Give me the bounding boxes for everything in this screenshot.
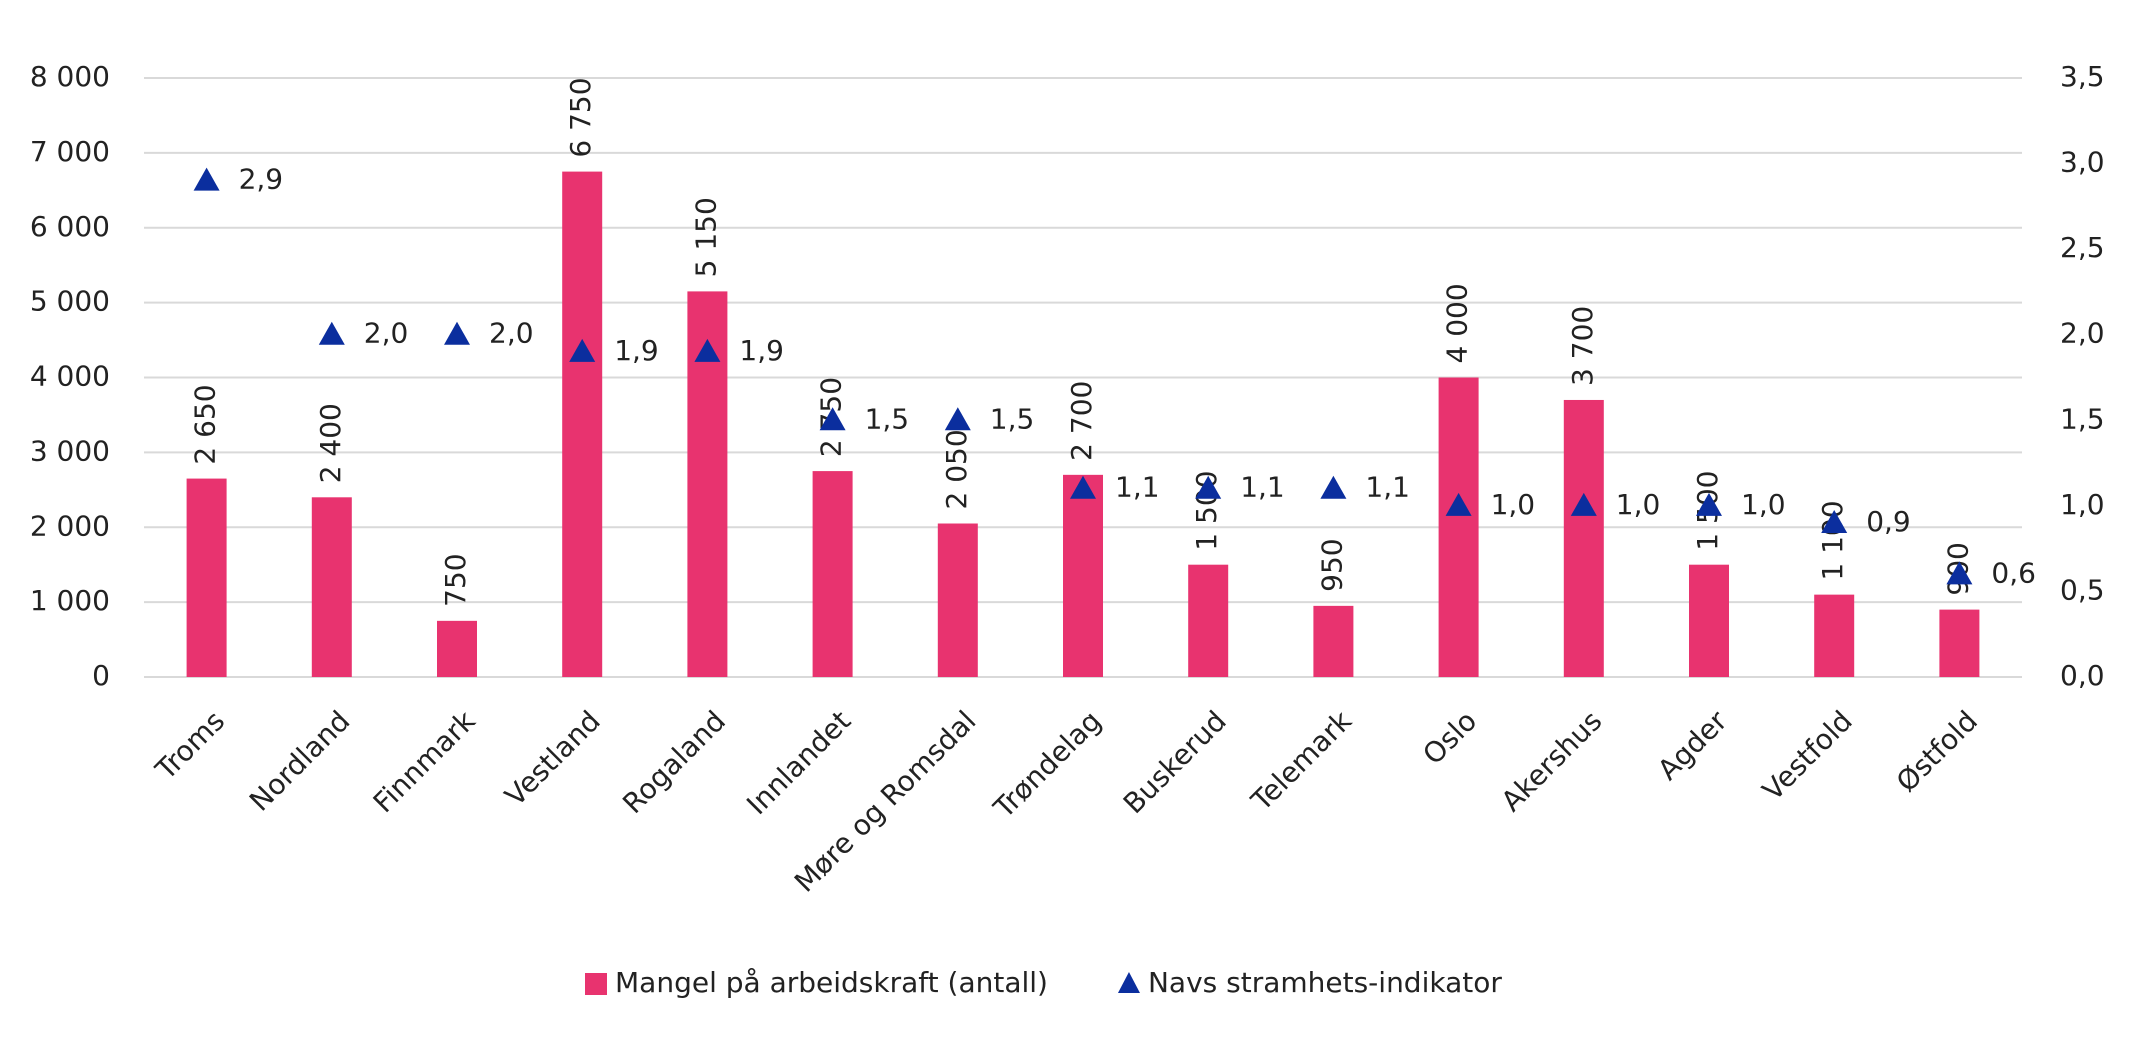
- bar-value-label: 2 650: [189, 384, 222, 464]
- triangle-marker: [444, 321, 470, 345]
- marker-value-label: 1,0: [1616, 488, 1661, 521]
- y-tick-label: 3 000: [30, 434, 110, 467]
- y-tick-label: 2 000: [30, 509, 110, 542]
- x-tick-label: Innlandet: [740, 704, 857, 821]
- bar: [186, 478, 227, 677]
- y2-tick-label: 3,0: [2060, 146, 2105, 179]
- bar: [562, 171, 603, 677]
- bar: [1188, 564, 1229, 677]
- triangle-marker: [318, 321, 345, 345]
- triangle-marker: [1946, 561, 1973, 585]
- marker-value-label: 2,0: [364, 317, 409, 350]
- triangle-marker: [193, 167, 220, 191]
- marker-value-label: 1,1: [1365, 471, 1410, 504]
- bar-value-label: 2 700: [1065, 381, 1098, 461]
- marker-value-label: 0,9: [1866, 505, 1911, 538]
- x-tick-label: Buskerud: [1117, 704, 1233, 820]
- y2-tick-label: 2,5: [2060, 231, 2105, 264]
- marker-value-label: 1,1: [1115, 471, 1160, 504]
- marker-value-label: 2,9: [239, 163, 284, 196]
- triangle-marker: [1570, 492, 1597, 516]
- y-tick-label: 7 000: [30, 135, 110, 168]
- triangle-marker: [569, 338, 596, 362]
- bar-value-label: 2 050: [940, 429, 973, 509]
- x-tick-label: Finnmark: [367, 704, 482, 819]
- triangle-marker: [1821, 509, 1848, 533]
- x-tick-label: Nordland: [243, 704, 356, 817]
- bar: [937, 523, 978, 677]
- y-tick-label: 1 000: [30, 584, 110, 617]
- legend-label: Mangel på arbeidskraft (antall): [615, 966, 1048, 999]
- bar-value-label: 3 700: [1566, 306, 1599, 386]
- x-tick-label: Agder: [1651, 704, 1734, 787]
- y2-tick-label: 1,0: [2060, 488, 2105, 521]
- bar: [812, 471, 853, 677]
- y-tick-label: 0: [92, 659, 110, 692]
- bar-value-label: 1 100: [1816, 500, 1849, 580]
- triangle-marker: [1195, 475, 1222, 499]
- x-tick-label: Akershus: [1495, 704, 1609, 818]
- triangle-marker: [1445, 492, 1472, 516]
- triangle-marker: [1070, 475, 1096, 499]
- x-tick-label: Østfold: [1890, 704, 1984, 798]
- bar-value-label: 750: [439, 553, 472, 606]
- marker-value-label: 1,9: [614, 334, 659, 367]
- marker-value-label: 1,0: [1491, 488, 1536, 521]
- triangle-marker: [944, 407, 971, 431]
- bar-value-label: 4 000: [1441, 283, 1474, 363]
- legend-swatch: [1117, 972, 1140, 993]
- x-tick-label: Vestland: [498, 704, 606, 812]
- triangle-marker: [1320, 475, 1347, 499]
- x-tick-label: Oslo: [1416, 704, 1483, 771]
- y2-tick-label: 2,0: [2060, 317, 2105, 350]
- legend-label: Navs stramhets-indikator: [1148, 966, 1502, 999]
- y2-tick-label: 0,5: [2060, 573, 2105, 606]
- x-tick-label: Telemark: [1244, 704, 1358, 818]
- bar: [1814, 594, 1855, 677]
- marker-value-label: 2,0: [489, 317, 534, 350]
- y2-tick-label: 0,0: [2060, 659, 2105, 692]
- triangle-marker: [819, 407, 846, 431]
- y-tick-label: 5 000: [30, 285, 110, 318]
- bar: [437, 620, 477, 677]
- bar-value-label: 5 150: [689, 197, 722, 277]
- marker-value-label: 1,5: [990, 402, 1035, 435]
- y-tick-label: 4 000: [30, 360, 110, 393]
- bar-value-label: 950: [1315, 538, 1348, 591]
- x-tick-label: Troms: [149, 704, 232, 787]
- x-tick-label: Trøndelag: [987, 704, 1108, 825]
- bar: [1563, 399, 1604, 677]
- bar: [1313, 605, 1354, 677]
- bar: [311, 497, 352, 677]
- bar-value-label: 6 750: [564, 77, 597, 157]
- bar-value-label: 2 400: [314, 403, 347, 483]
- bar: [1063, 474, 1103, 677]
- marker-value-label: 1,0: [1741, 488, 1786, 521]
- y-tick-label: 6 000: [30, 210, 110, 243]
- triangle-marker: [1696, 492, 1722, 516]
- marker-value-label: 1,9: [739, 334, 784, 367]
- x-tick-label: Vestfold: [1756, 704, 1859, 807]
- marker-value-label: 0,6: [1991, 556, 2036, 589]
- marker-value-label: 1,5: [865, 402, 910, 435]
- y2-tick-label: 1,5: [2060, 402, 2105, 435]
- triangle-marker: [694, 338, 721, 362]
- marker-value-label: 1,1: [1240, 471, 1285, 504]
- y2-tick-label: 3,5: [2060, 60, 2105, 93]
- bar: [1939, 609, 1980, 677]
- bar: [1689, 564, 1729, 677]
- x-tick-label: Rogaland: [616, 704, 732, 820]
- bar: [1438, 377, 1479, 677]
- y-tick-label: 8 000: [30, 60, 110, 93]
- legend-swatch: [585, 973, 607, 995]
